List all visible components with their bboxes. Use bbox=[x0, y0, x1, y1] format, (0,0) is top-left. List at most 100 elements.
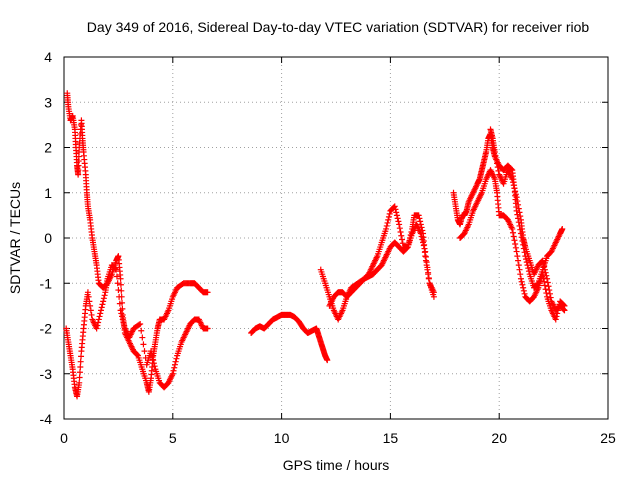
data-point bbox=[541, 266, 548, 273]
data-point bbox=[136, 321, 143, 328]
data-point bbox=[392, 206, 399, 213]
data-point bbox=[561, 307, 568, 314]
data-point bbox=[542, 269, 549, 276]
data-point bbox=[514, 253, 521, 260]
data-point bbox=[84, 289, 91, 296]
x-tick-label: 15 bbox=[383, 430, 399, 446]
data-point bbox=[510, 233, 517, 240]
data-point bbox=[491, 149, 498, 156]
data-point bbox=[415, 212, 422, 219]
data-point bbox=[139, 334, 146, 341]
chart-title: Day 349 of 2016, Sidereal Day-to-day VTE… bbox=[87, 19, 590, 35]
data-point bbox=[77, 358, 84, 365]
series-arc-c bbox=[248, 311, 331, 364]
data-point bbox=[95, 319, 102, 326]
data-point bbox=[324, 357, 331, 364]
data-point bbox=[97, 307, 104, 314]
data-point bbox=[150, 357, 157, 364]
y-tick-label: -2 bbox=[40, 321, 53, 337]
data-point bbox=[100, 298, 107, 305]
data-point bbox=[141, 348, 148, 355]
data-point bbox=[559, 225, 566, 232]
y-tick-label: 4 bbox=[44, 49, 52, 65]
y-tick-label: -3 bbox=[40, 366, 53, 382]
data-point bbox=[138, 327, 145, 334]
data-point bbox=[385, 213, 392, 220]
data-point bbox=[546, 290, 553, 297]
data-point bbox=[112, 265, 119, 272]
data-point bbox=[517, 213, 524, 220]
data-point bbox=[512, 191, 519, 198]
data-point bbox=[408, 228, 415, 235]
data-point bbox=[116, 300, 123, 307]
data-point bbox=[509, 176, 516, 183]
data-point bbox=[544, 279, 551, 286]
data-point bbox=[87, 302, 94, 309]
data-point bbox=[515, 201, 522, 208]
data-point bbox=[395, 218, 402, 225]
data-point bbox=[99, 301, 106, 308]
data-point bbox=[137, 320, 144, 327]
x-tick-label: 10 bbox=[274, 430, 290, 446]
data-point bbox=[87, 307, 94, 314]
data-point bbox=[171, 364, 178, 371]
data-point bbox=[96, 313, 103, 320]
data-point bbox=[173, 355, 180, 362]
data-point bbox=[552, 316, 559, 323]
data-point bbox=[525, 265, 532, 272]
data-point bbox=[140, 341, 147, 348]
data-point bbox=[510, 182, 517, 189]
data-point bbox=[545, 283, 552, 290]
data-point bbox=[509, 179, 516, 186]
axis-ticks: 0 5 10 15 20 25 -4 -3 -2 -1 0 1 2 3 4 bbox=[40, 49, 616, 446]
data-point bbox=[76, 369, 83, 376]
data-point bbox=[117, 307, 124, 314]
data-point bbox=[100, 295, 107, 302]
data-point bbox=[406, 235, 413, 241]
data-point bbox=[492, 152, 499, 159]
grid bbox=[64, 57, 608, 419]
data-point bbox=[416, 215, 423, 222]
data-point bbox=[513, 194, 520, 201]
data-point bbox=[397, 228, 404, 235]
data-point bbox=[540, 260, 547, 267]
data-point bbox=[95, 316, 102, 323]
y-tick-label: 3 bbox=[44, 94, 52, 110]
data-point bbox=[396, 221, 403, 228]
data-point bbox=[399, 236, 406, 243]
data-point bbox=[383, 222, 390, 229]
data-point bbox=[115, 287, 122, 294]
data-point bbox=[546, 287, 553, 294]
data-point bbox=[523, 256, 530, 263]
series-arc-e bbox=[326, 203, 437, 309]
data-point bbox=[383, 225, 390, 232]
data-point bbox=[543, 290, 550, 297]
data-point bbox=[521, 290, 528, 297]
data-point bbox=[171, 361, 178, 368]
data-point bbox=[385, 216, 392, 223]
data-point bbox=[417, 218, 424, 225]
data-point bbox=[511, 237, 518, 244]
data-point bbox=[560, 306, 567, 313]
data-point bbox=[114, 280, 121, 287]
data-point bbox=[418, 224, 425, 231]
data-point bbox=[204, 325, 211, 332]
data-point bbox=[514, 198, 521, 205]
y-tick-label: 2 bbox=[44, 140, 52, 156]
series-arc-h bbox=[487, 126, 568, 314]
series-arc-b bbox=[63, 262, 211, 400]
data-point bbox=[541, 278, 548, 285]
y-axis-label: SDTVAR / TECUs bbox=[7, 182, 23, 294]
data-point bbox=[515, 262, 522, 269]
data-point bbox=[424, 266, 431, 273]
data-point bbox=[204, 289, 211, 296]
data-point bbox=[512, 241, 519, 248]
data-point bbox=[396, 225, 403, 232]
data-point bbox=[516, 209, 523, 216]
data-point bbox=[518, 278, 525, 285]
data-point bbox=[393, 212, 400, 219]
data-point bbox=[517, 271, 524, 278]
data-point bbox=[404, 244, 411, 251]
data-point bbox=[517, 275, 524, 282]
data-point bbox=[118, 287, 125, 294]
